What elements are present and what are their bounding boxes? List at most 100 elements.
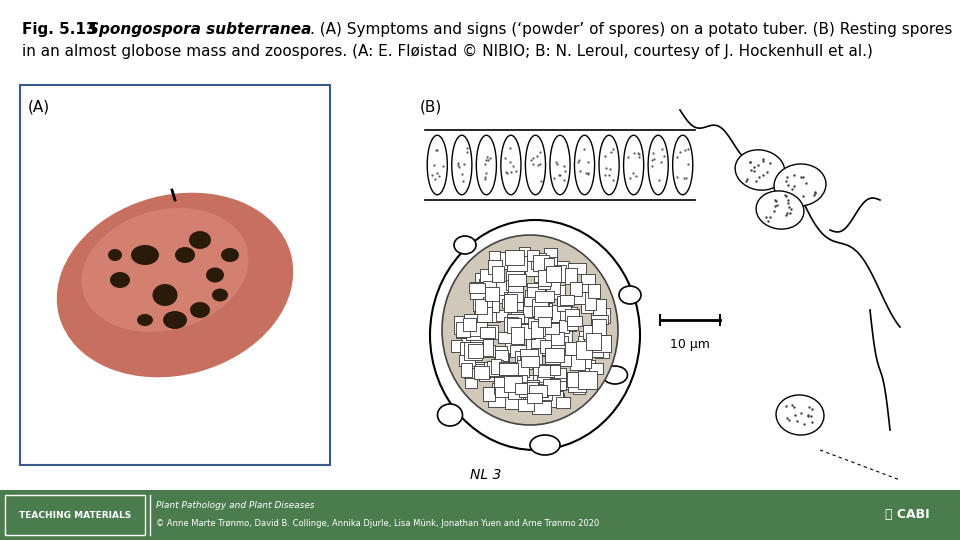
Bar — [461, 363, 472, 377]
Bar — [507, 319, 521, 333]
Bar — [525, 375, 538, 390]
Bar — [551, 345, 566, 358]
Bar — [505, 338, 521, 353]
Bar — [511, 312, 525, 324]
Bar — [470, 339, 485, 356]
Bar — [468, 322, 487, 335]
Bar — [512, 327, 524, 345]
Ellipse shape — [427, 135, 447, 195]
Bar — [568, 264, 587, 274]
Bar — [508, 362, 524, 376]
Ellipse shape — [501, 135, 521, 195]
Bar — [550, 368, 566, 377]
Bar — [576, 288, 592, 300]
Bar — [475, 273, 494, 282]
Bar — [492, 252, 511, 269]
Ellipse shape — [212, 288, 228, 301]
Bar — [570, 282, 582, 295]
Bar — [531, 253, 545, 269]
Ellipse shape — [624, 135, 644, 195]
Bar — [533, 380, 545, 395]
Bar — [546, 265, 566, 282]
Ellipse shape — [774, 164, 826, 206]
Bar — [506, 271, 524, 286]
Bar — [515, 314, 532, 325]
Bar — [479, 279, 494, 289]
Bar — [515, 351, 527, 364]
Ellipse shape — [163, 311, 187, 329]
Bar — [536, 376, 555, 393]
Ellipse shape — [221, 248, 239, 262]
Bar — [491, 346, 507, 355]
Bar — [540, 262, 554, 276]
Bar — [584, 325, 600, 342]
Text: © Anne Marte Trønmo, David B. Collinge, Annika Djurle, Lisa Münk, Jonathan Yuen : © Anne Marte Trønmo, David B. Collinge, … — [156, 519, 599, 529]
Bar — [531, 348, 541, 365]
Bar — [488, 260, 502, 274]
Bar — [474, 345, 494, 356]
Bar — [515, 375, 533, 387]
Bar — [548, 381, 565, 390]
Bar — [480, 368, 491, 378]
Text: in an almost globose mass and zoospores. (A: E. Fløistad © NIBIO; B: N. Leroul, : in an almost globose mass and zoospores.… — [22, 44, 873, 59]
Bar — [531, 321, 543, 338]
Bar — [551, 285, 564, 299]
Ellipse shape — [648, 135, 668, 195]
Text: TEACHING MATERIALS: TEACHING MATERIALS — [19, 510, 132, 519]
Bar — [564, 309, 579, 321]
Bar — [542, 342, 552, 356]
Bar — [549, 336, 568, 348]
Bar — [565, 268, 577, 285]
Bar — [585, 292, 596, 309]
Bar — [591, 315, 608, 324]
Bar — [20, 85, 330, 465]
Bar — [578, 336, 596, 353]
Bar — [504, 317, 518, 332]
Ellipse shape — [57, 193, 293, 377]
Bar — [474, 366, 490, 379]
Bar — [502, 299, 515, 308]
Bar — [543, 379, 560, 395]
Bar — [557, 299, 571, 311]
Bar — [504, 298, 516, 308]
Bar — [469, 364, 486, 376]
Bar — [515, 383, 527, 394]
Ellipse shape — [189, 231, 211, 249]
Bar — [472, 362, 485, 376]
Bar — [543, 390, 563, 408]
Bar — [522, 323, 534, 336]
Ellipse shape — [673, 135, 693, 195]
Bar — [492, 360, 503, 371]
Bar — [508, 286, 522, 302]
Bar — [544, 248, 557, 259]
Bar — [521, 314, 541, 331]
Bar — [495, 281, 510, 295]
Bar — [504, 294, 516, 312]
Bar — [477, 307, 492, 321]
Bar — [456, 322, 469, 338]
Bar — [490, 362, 507, 374]
Bar — [532, 401, 551, 414]
Bar — [495, 350, 508, 365]
Bar — [516, 324, 534, 334]
Bar — [559, 320, 569, 333]
Bar — [493, 377, 505, 394]
Bar — [507, 292, 522, 302]
Bar — [536, 373, 546, 385]
Text: (B): (B) — [420, 100, 443, 115]
Ellipse shape — [430, 220, 640, 450]
Bar — [492, 383, 505, 395]
Bar — [466, 328, 486, 340]
Bar — [504, 292, 523, 310]
Bar — [570, 355, 586, 370]
Bar — [534, 301, 549, 319]
Bar — [490, 252, 500, 268]
Bar — [529, 384, 546, 397]
Text: Fig. 5.13: Fig. 5.13 — [22, 22, 102, 37]
Bar — [453, 316, 473, 334]
Bar — [487, 325, 498, 340]
Bar — [546, 279, 561, 294]
Bar — [483, 296, 499, 312]
Ellipse shape — [476, 135, 496, 195]
Bar — [533, 364, 546, 375]
